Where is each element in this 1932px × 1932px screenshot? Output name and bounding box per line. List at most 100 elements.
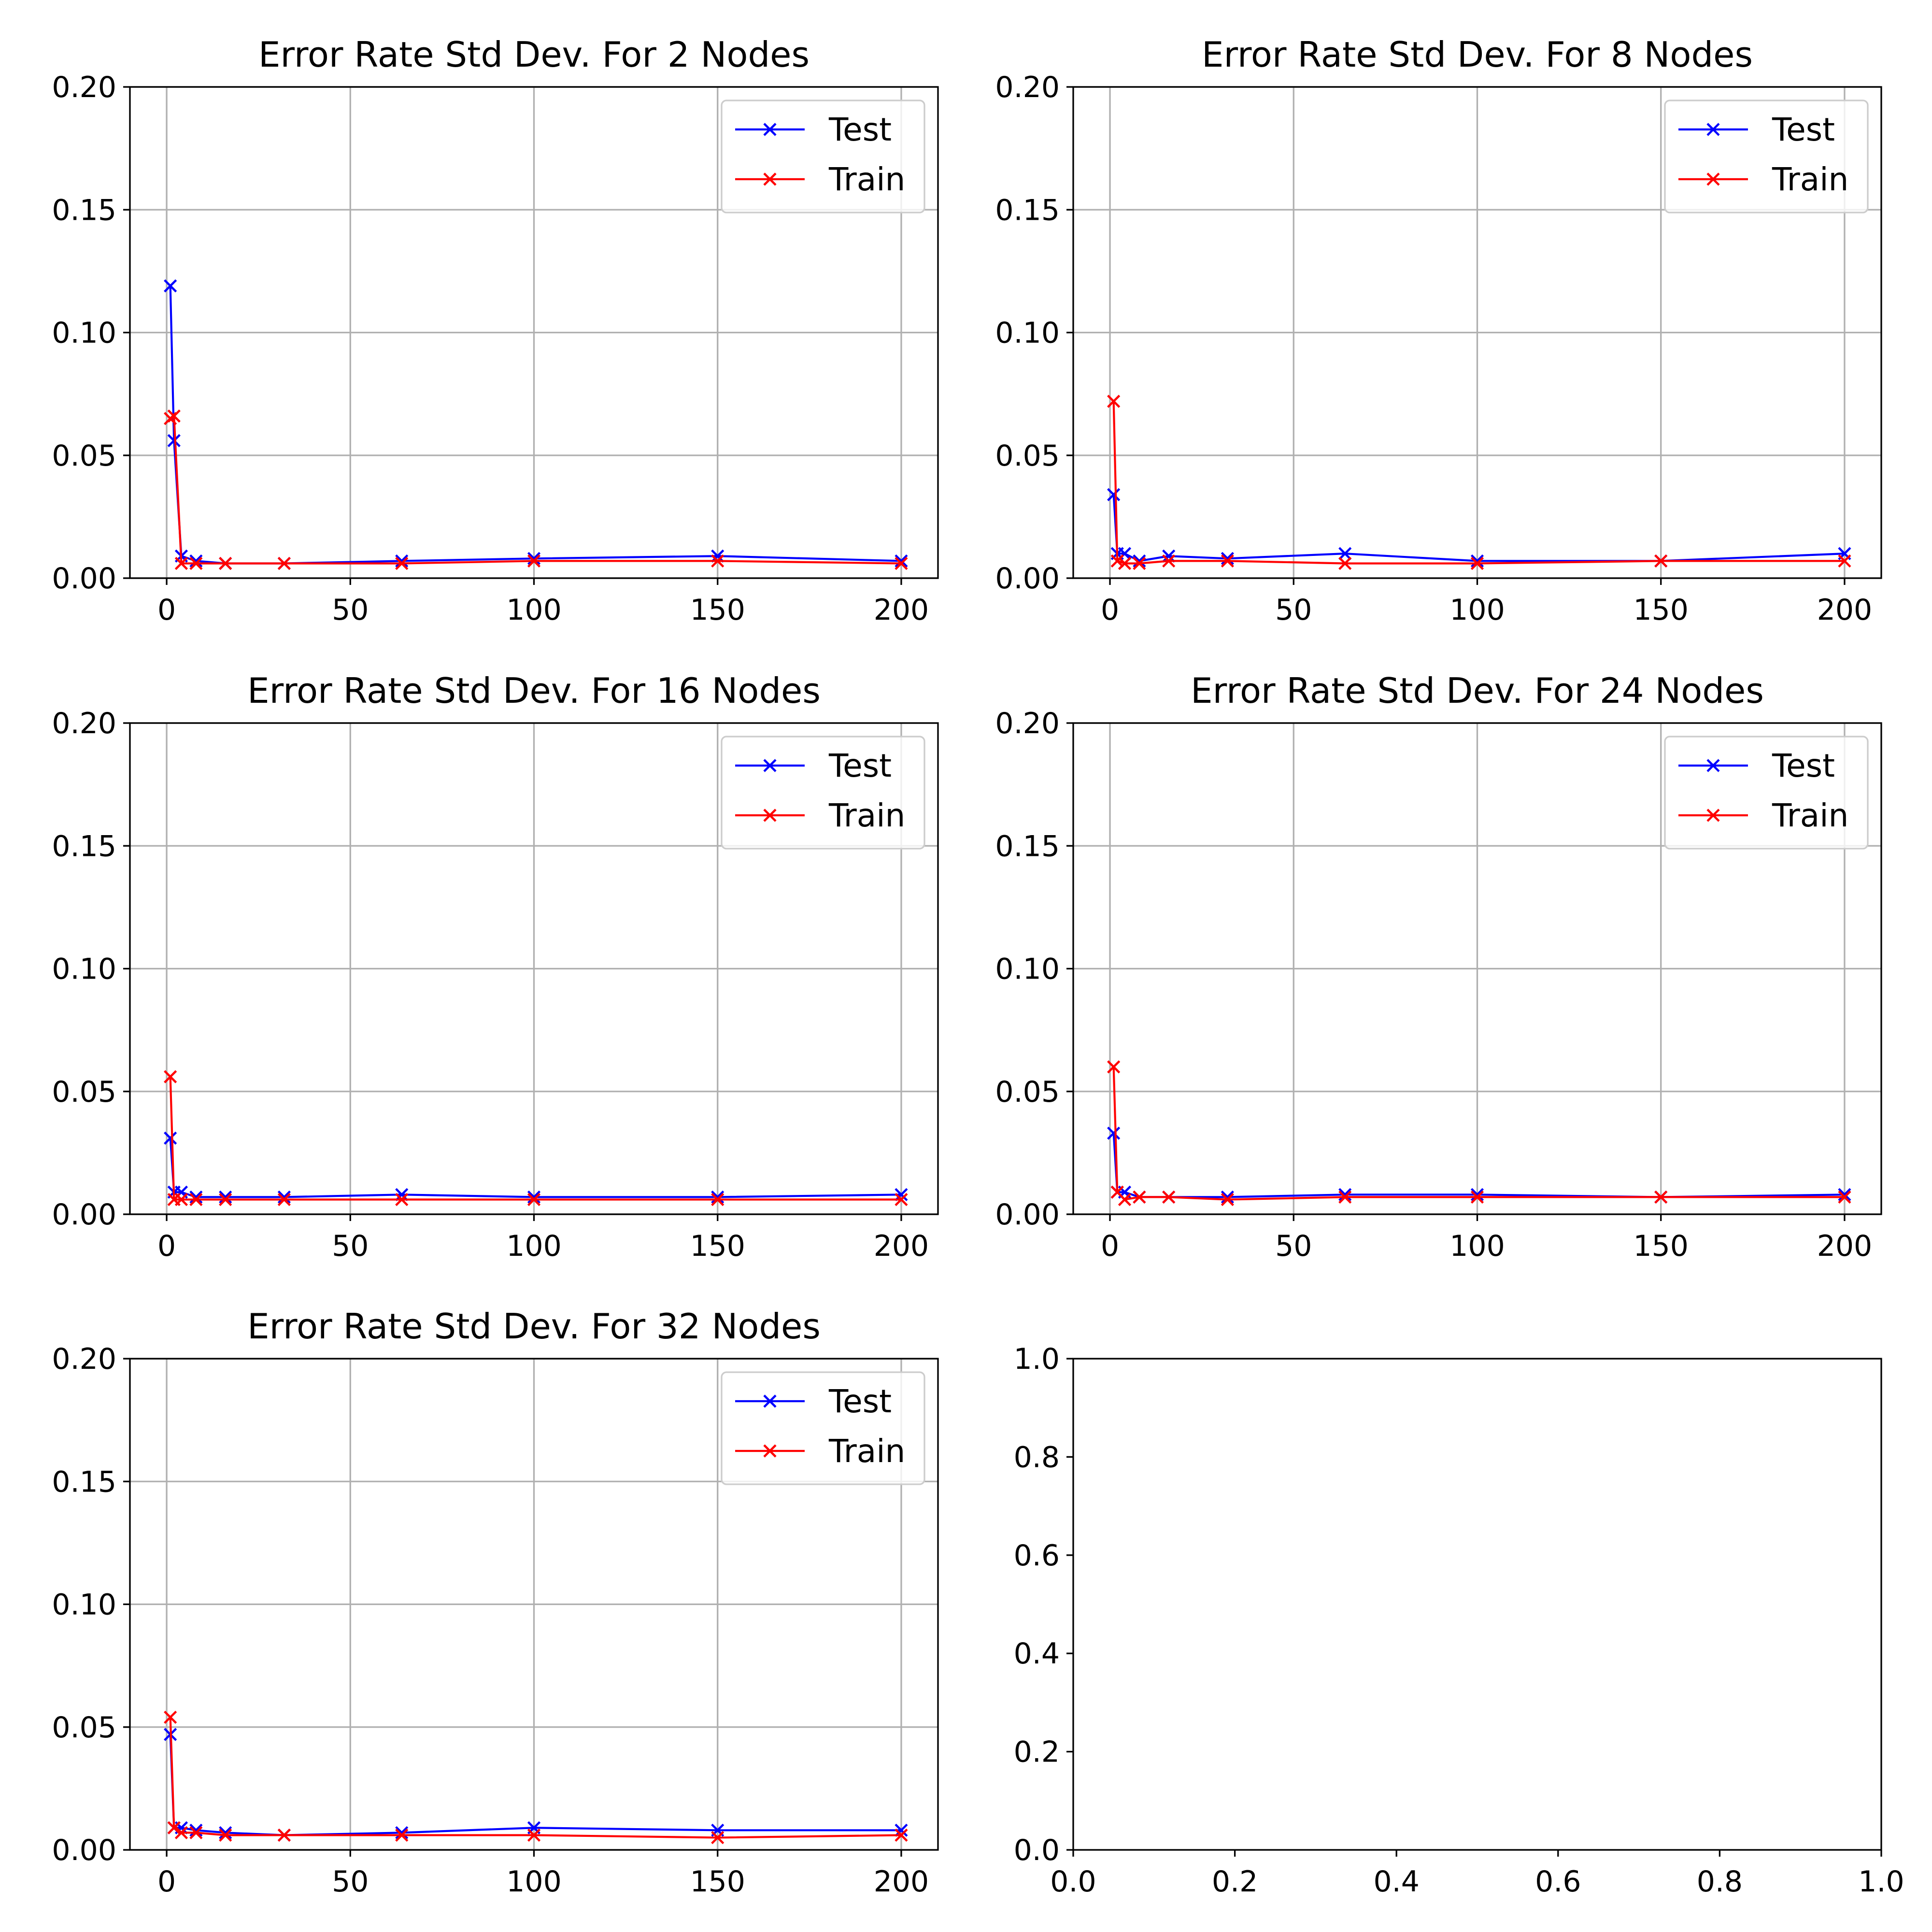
x-tick-label: 1.0 (1858, 1865, 1904, 1899)
x-tick-label: 150 (690, 1229, 745, 1263)
data-point (167, 434, 181, 447)
subplot-5: 0 50 100 150 200 0.00 0.05 0.10 0.15 0.20 Error Ra… (52, 1306, 939, 1899)
y-tick-label: 0.10 (995, 952, 1060, 986)
data-point (1107, 1126, 1121, 1140)
y-axis: 0.00 0.05 0.10 0.15 0.20 (995, 71, 1073, 596)
subplot-3: 0 50 100 150 200 0.00 0.05 0.10 0.15 0.20 Error Ra… (52, 670, 939, 1263)
data-point (167, 409, 181, 423)
series-test (164, 1131, 908, 1204)
x-tick-label: 0.6 (1535, 1865, 1581, 1899)
x-tick-label: 50 (332, 593, 369, 627)
legend: Test Train (721, 1371, 925, 1485)
data-point (164, 1131, 177, 1145)
y-tick-label: 0.4 (1014, 1637, 1060, 1671)
x-tick-label: 0 (1101, 593, 1119, 627)
data-point (1221, 554, 1234, 568)
y-tick-label: 0.20 (52, 707, 116, 740)
y-tick-label: 0.20 (52, 1342, 116, 1376)
data-point (1162, 1190, 1176, 1204)
data-point (527, 1193, 541, 1207)
legend-label: Train (1772, 161, 1848, 198)
data-point (189, 1823, 203, 1837)
x-tick-label: 150 (690, 1865, 745, 1899)
y-tick-label: 0.05 (52, 439, 116, 473)
data-point (1338, 547, 1352, 560)
data-point (1838, 1190, 1851, 1204)
data-point (895, 554, 908, 568)
y-tick-label: 0.15 (52, 193, 116, 227)
x-tick-label: 50 (1275, 593, 1312, 627)
data-point (395, 1188, 409, 1201)
data-point (1107, 488, 1121, 501)
data-point (277, 1828, 291, 1842)
x-axis: 0 50 100 150 200 (157, 578, 929, 627)
x-tick-label: 200 (874, 1229, 929, 1263)
y-tick-label: 0.05 (995, 439, 1060, 473)
subplot-6: 0.0 0.2 0.4 0.6 0.8 1.0 0.0 0.2 0.4 0.6 0.8 1.0 (1014, 1342, 1904, 1899)
subplot-2: 0 50 100 150 200 0.00 0.05 0.10 0.15 0.20 Error Ra… (995, 34, 1882, 627)
data-point (527, 552, 541, 565)
x-tick-label: 50 (332, 1229, 369, 1263)
legend: Test Train (1664, 736, 1869, 850)
series-test (1107, 1126, 1851, 1204)
legend-label: Test (1772, 111, 1835, 148)
legend-label: Test (828, 1383, 892, 1420)
legend-label: Test (1772, 747, 1835, 784)
x-tick-label: 0.2 (1212, 1865, 1258, 1899)
data-point (1118, 1193, 1132, 1207)
legend-entry-test: Test (735, 747, 892, 784)
data-point (1133, 556, 1146, 570)
data-point (219, 556, 232, 570)
series-line (170, 415, 901, 565)
subplot-title: Error Rate Std Dev. For 8 Nodes (1202, 34, 1753, 75)
series-train (164, 1070, 908, 1207)
data-point (189, 1193, 203, 1207)
data-point (527, 1190, 541, 1204)
data-point (1338, 556, 1352, 570)
y-tick-label: 0.6 (1014, 1539, 1060, 1573)
x-tick-label: 0.4 (1373, 1865, 1419, 1899)
data-point (895, 1193, 908, 1207)
data-point (277, 556, 291, 570)
data-point (189, 1190, 203, 1204)
data-point (895, 556, 908, 570)
data-point (174, 1193, 188, 1207)
data-point (1162, 549, 1176, 563)
x-tick-label: 100 (1449, 593, 1505, 627)
legend-entry-train: Train (1678, 797, 1848, 834)
x-tick-label: 150 (1633, 1229, 1689, 1263)
data-point (1221, 1193, 1234, 1207)
data-point (1221, 1190, 1234, 1204)
x-tick-label: 0 (1101, 1229, 1119, 1263)
data-point (1654, 554, 1668, 568)
legend: Test Train (1664, 99, 1869, 213)
y-tick-label: 0.00 (995, 562, 1060, 596)
legend-marker (763, 123, 777, 136)
y-tick-label: 0.20 (995, 71, 1060, 104)
data-point (1470, 554, 1484, 568)
y-tick-label: 0.05 (995, 1075, 1060, 1109)
subplot-4: 0 50 100 150 200 0.00 0.05 0.10 0.15 0.20 Error Ra… (995, 670, 1882, 1263)
data-point (164, 1710, 177, 1724)
x-tick-label: 50 (332, 1865, 369, 1899)
y-tick-label: 0.10 (52, 1588, 116, 1622)
data-point (167, 1821, 181, 1834)
y-tick-label: 0.15 (52, 1465, 116, 1499)
x-tick-label: 150 (690, 593, 745, 627)
data-point (1338, 1190, 1352, 1204)
y-tick-label: 0.00 (995, 1198, 1060, 1232)
x-tick-label: 200 (874, 1865, 929, 1899)
data-point (189, 1826, 203, 1839)
x-tick-label: 100 (506, 593, 562, 627)
x-tick-label: 150 (1633, 593, 1689, 627)
legend-marker (763, 759, 777, 772)
y-tick-label: 0.00 (52, 1198, 116, 1232)
x-tick-label: 200 (874, 593, 929, 627)
series-line (169, 285, 902, 565)
legend-label: Train (1772, 797, 1848, 834)
data-point (395, 554, 409, 568)
data-point (164, 279, 177, 293)
x-axis: 0 50 100 150 200 (1101, 578, 1872, 627)
legend-label: Test (828, 747, 892, 784)
y-tick-label: 0.8 (1014, 1440, 1060, 1474)
